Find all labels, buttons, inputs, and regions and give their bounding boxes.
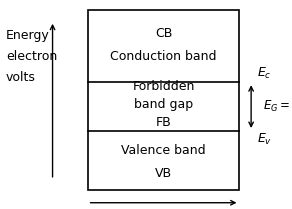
Text: $E_c$: $E_c$: [257, 66, 272, 81]
Text: Valence band: Valence band: [121, 144, 206, 157]
Text: Conduction band: Conduction band: [110, 50, 217, 63]
Text: electron: electron: [6, 50, 57, 63]
Text: $E_v$: $E_v$: [257, 132, 272, 147]
Text: Forbidden
band gap
FB: Forbidden band gap FB: [132, 80, 195, 129]
Text: CB: CB: [155, 27, 172, 40]
Text: Energy: Energy: [6, 29, 50, 42]
Text: VB: VB: [155, 167, 172, 180]
Text: volts: volts: [6, 71, 36, 84]
Text: $E_G = 0.72$ eV: $E_G = 0.72$ eV: [263, 99, 292, 114]
Bar: [88, 10, 239, 190]
